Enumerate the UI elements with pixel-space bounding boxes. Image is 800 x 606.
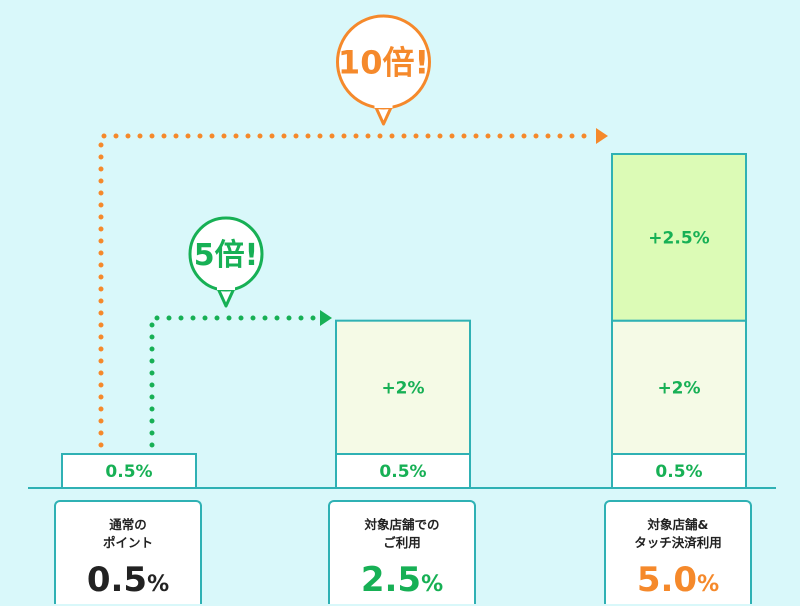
bar-segment-label: +2% [657, 378, 700, 398]
bar-segment-label: 0.5% [379, 462, 426, 482]
card-target-store: 対象店舗での ご利用 2.5% [328, 500, 476, 604]
bar-segment [335, 453, 471, 489]
bubble-tail-mask [374, 100, 393, 108]
bar-segment-label: 0.5% [655, 462, 702, 482]
bar-segment-label: +2% [381, 378, 424, 398]
rate-value: 2.5 [360, 560, 422, 600]
rate-unit: % [147, 572, 170, 597]
rate-unit: % [697, 572, 720, 597]
bubble-tail-mask [217, 282, 235, 290]
card-description: 通常の ポイント [102, 517, 153, 550]
card-normal-points: 通常の ポイント 0.5% [54, 500, 202, 604]
card-rate: 5.0% [606, 560, 750, 606]
connector-arrowhead [596, 128, 608, 144]
bar-segment [61, 453, 197, 489]
bar-segment-label: +2.5% [648, 228, 709, 248]
rate-value: 5.0 [636, 560, 698, 600]
connector-arrowhead [320, 310, 332, 326]
multiplier-label: 5倍! [194, 238, 259, 273]
bar-segment [611, 153, 747, 322]
card-rate: 2.5% [330, 560, 474, 606]
rate-unit: % [421, 572, 444, 597]
multiplier-label: 10倍! [338, 44, 429, 82]
bar-segment-label: 0.5% [105, 462, 152, 482]
card-description: 対象店舗での ご利用 [364, 517, 440, 550]
card-rate: 0.5% [56, 560, 200, 606]
rate-value: 0.5 [86, 560, 148, 600]
connector-dotted-line [149, 315, 323, 448]
card-target-store-touch: 対象店舗& タッチ決済利用 5.0% [604, 500, 752, 604]
card-description: 対象店舗& タッチ決済利用 [634, 517, 722, 550]
bar-segment [335, 319, 471, 455]
